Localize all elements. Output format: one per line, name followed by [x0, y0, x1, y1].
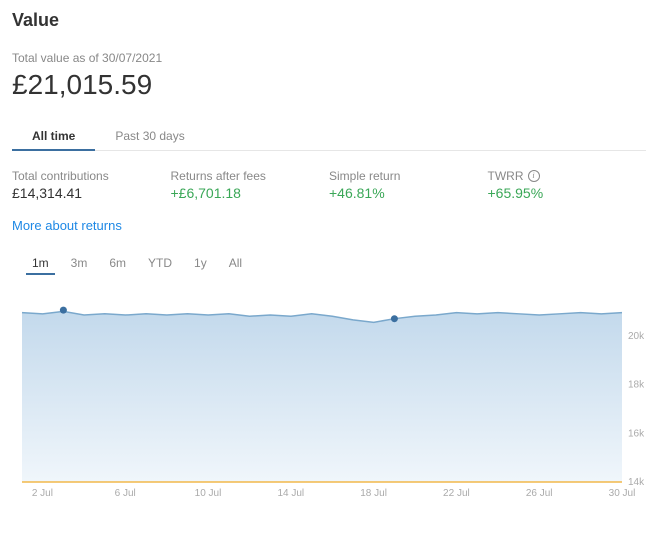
- page-title: Value: [12, 10, 646, 31]
- more-about-returns-link[interactable]: More about returns: [12, 218, 122, 233]
- stat-simple-value: +46.81%: [329, 185, 488, 201]
- stat-simple-label: Simple return: [329, 169, 488, 183]
- svg-text:18k: 18k: [628, 380, 645, 391]
- svg-text:20k: 20k: [628, 331, 645, 342]
- range-tab-all[interactable]: All: [223, 253, 248, 275]
- range-tab-6m[interactable]: 6m: [103, 253, 132, 275]
- svg-text:10 Jul: 10 Jul: [195, 488, 222, 497]
- asof-label: Total value as of 30/07/2021: [12, 51, 646, 65]
- svg-text:2 Jul: 2 Jul: [32, 488, 53, 497]
- stat-twrr-value: +65.95%: [488, 185, 647, 201]
- stat-twrr: TWRR i +65.95%: [488, 169, 647, 201]
- stat-contributions-label: Total contributions: [12, 169, 171, 183]
- stat-twrr-label-text: TWRR: [488, 169, 524, 183]
- svg-text:14 Jul: 14 Jul: [277, 488, 304, 497]
- svg-text:26 Jul: 26 Jul: [526, 488, 553, 497]
- tab-all-time[interactable]: All time: [12, 123, 95, 151]
- svg-text:16k: 16k: [628, 428, 645, 439]
- chart-svg: 14k 16k 18k 20k 2 Jul 6 Jul 10 Jul 14 Jul 18 Jul…: [12, 287, 646, 497]
- info-icon[interactable]: i: [528, 170, 540, 182]
- stat-returns-label: Returns after fees: [171, 169, 330, 183]
- svg-text:6 Jul: 6 Jul: [115, 488, 136, 497]
- range-tab-3m[interactable]: 3m: [65, 253, 94, 275]
- tab-past-30[interactable]: Past 30 days: [95, 123, 204, 150]
- stat-returns: Returns after fees +£6,701.18: [171, 169, 330, 201]
- stat-returns-value: +£6,701.18: [171, 185, 330, 201]
- svg-text:18 Jul: 18 Jul: [360, 488, 387, 497]
- svg-text:22 Jul: 22 Jul: [443, 488, 470, 497]
- range-tab-1m[interactable]: 1m: [26, 253, 55, 275]
- period-tabs: All time Past 30 days: [12, 123, 646, 151]
- svg-text:30 Jul: 30 Jul: [609, 488, 636, 497]
- stat-twrr-label: TWRR i: [488, 169, 647, 183]
- svg-text:14k: 14k: [628, 477, 645, 488]
- range-tabs: 1m 3m 6m YTD 1y All: [12, 253, 646, 275]
- stat-contributions: Total contributions £14,314.41: [12, 169, 171, 201]
- range-tab-ytd[interactable]: YTD: [142, 253, 178, 275]
- stat-simple: Simple return +46.81%: [329, 169, 488, 201]
- stats-row: Total contributions £14,314.41 Returns a…: [12, 169, 646, 201]
- stat-contributions-value: £14,314.41: [12, 185, 171, 201]
- total-value: £21,015.59: [12, 69, 646, 101]
- range-tab-1y[interactable]: 1y: [188, 253, 213, 275]
- value-chart: 14k 16k 18k 20k 2 Jul 6 Jul 10 Jul 14 Jul 18 Jul…: [12, 287, 646, 497]
